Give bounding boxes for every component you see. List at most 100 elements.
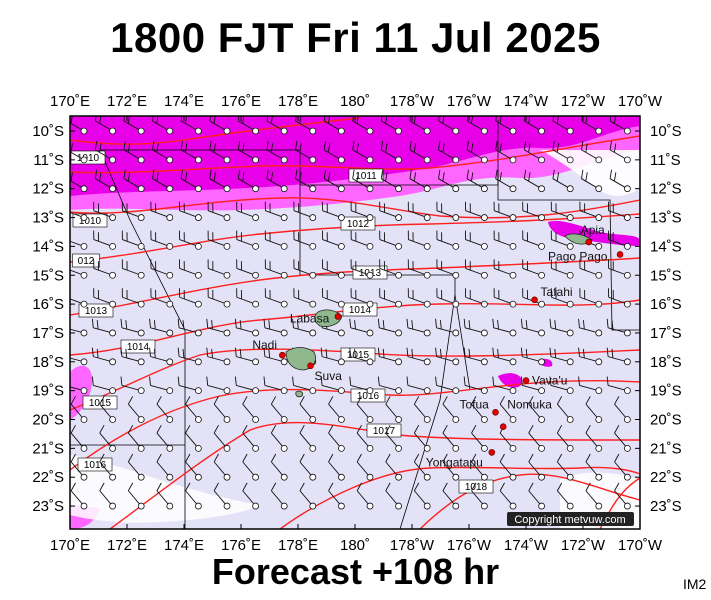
wind-barb-station — [194, 127, 202, 135]
wind-barb — [379, 201, 403, 221]
wind-barb — [242, 396, 260, 423]
wind-barb-feather — [270, 424, 277, 434]
copyright-badge: Copyright metvuw.com — [507, 512, 634, 526]
wind-barb-feather — [349, 318, 352, 328]
wind-barb-feather — [328, 482, 334, 491]
wind-barb-station — [452, 271, 460, 279]
wind-barb-station — [137, 502, 145, 510]
wind-barb — [328, 453, 345, 481]
wind-barb-feather — [320, 376, 323, 386]
wind-barb — [407, 259, 431, 279]
wind-barb-feather — [499, 172, 502, 182]
wind-barb-station — [480, 502, 488, 510]
wind-barb — [299, 482, 317, 510]
wind-barb — [206, 318, 231, 337]
wind-barb-station — [309, 156, 317, 164]
wind-barb-station — [280, 329, 288, 337]
wind-barb-station — [280, 156, 288, 164]
wind-barb-station — [252, 300, 260, 308]
wind-barb — [407, 230, 431, 250]
wind-barb — [409, 140, 431, 164]
wind-barb-feather — [213, 424, 219, 434]
wind-barb-feather — [356, 424, 362, 434]
wind-barb-feather — [497, 348, 499, 358]
wind-barb-feather — [234, 318, 237, 328]
wind-barb-feather — [177, 347, 180, 357]
wind-barb-feather — [377, 376, 380, 386]
wind-barb-feather — [270, 396, 277, 405]
wind-barb — [413, 424, 431, 452]
wind-barb — [608, 230, 631, 250]
wind-barb-feather — [470, 172, 474, 182]
wind-barb-station — [538, 271, 545, 279]
wind-barb — [523, 140, 545, 164]
wind-barb-feather — [385, 424, 391, 434]
wind-barb-station — [566, 156, 574, 164]
wind-barb-station — [137, 242, 145, 250]
wind-barb-feather — [184, 172, 188, 182]
wind-barb — [435, 376, 460, 395]
wind-barb — [127, 424, 145, 452]
wind-barb-station — [395, 358, 403, 366]
wind-barb-feather — [554, 348, 557, 358]
wind-barb-station — [109, 185, 116, 193]
wind-barb — [413, 453, 431, 481]
wind-barb — [121, 288, 145, 308]
wind-barb — [293, 201, 317, 221]
wind-barb-feather — [156, 482, 162, 491]
lat-label-left: 20˚S — [32, 412, 64, 429]
rain-samoa — [548, 220, 640, 246]
lat-label-left: 19˚S — [32, 383, 64, 400]
wind-barb-feather — [120, 347, 123, 357]
wind-barb — [471, 396, 488, 423]
wind-barb-feather — [349, 347, 352, 357]
wind-barb-feather — [528, 172, 531, 182]
isobar-line — [109, 421, 640, 529]
wind-barb-station — [624, 185, 631, 193]
wind-barb-feather — [439, 348, 442, 358]
wind-barb-station — [423, 214, 431, 221]
wind-barb-station — [252, 473, 260, 481]
wind-barb — [608, 201, 631, 221]
wind-barb-station — [280, 416, 288, 423]
wind-barb-feather — [156, 424, 162, 434]
wind-barb-station — [395, 300, 403, 308]
lat-label-left: 10˚S — [32, 123, 64, 140]
wind-barb-station — [223, 214, 231, 221]
wind-barb-station — [194, 242, 202, 250]
wind-barb-feather — [99, 143, 102, 153]
wind-barb — [94, 116, 116, 135]
wind-barb — [322, 230, 345, 250]
wind-barb-station — [566, 387, 574, 395]
wind-barb-station — [109, 242, 116, 250]
wind-barb — [266, 140, 288, 164]
wind-barb — [180, 140, 202, 164]
wind-barb — [93, 201, 116, 221]
wind-barb — [206, 347, 231, 366]
wind-barb-station — [395, 502, 403, 510]
wind-barb-station — [80, 127, 88, 135]
wind-barb-station — [566, 444, 574, 452]
wind-barb-station — [509, 242, 517, 250]
wind-barb-station — [166, 185, 174, 193]
place-label: Apia — [581, 223, 605, 237]
wind-barb-feather — [606, 318, 609, 328]
wind-barb — [550, 259, 574, 279]
wind-barb-feather — [492, 318, 495, 328]
wind-barb-feather — [182, 320, 185, 330]
wind-barb-feather — [356, 172, 359, 182]
wind-barb — [523, 169, 545, 193]
lon-label-top: 172˚W — [561, 93, 606, 110]
wind-barb — [149, 318, 174, 337]
wind-barb-feather — [556, 143, 560, 153]
wind-barb-station — [423, 387, 431, 395]
wind-barb — [70, 328, 88, 337]
wind-barb-feather — [492, 376, 495, 386]
wind-barb — [520, 376, 545, 395]
wind-barb — [495, 169, 517, 193]
lat-label-right: 17˚S — [650, 325, 682, 342]
lon-label-top: 176˚W — [447, 93, 492, 110]
wind-barb-station — [223, 127, 231, 135]
wind-barb-feather — [127, 424, 134, 434]
